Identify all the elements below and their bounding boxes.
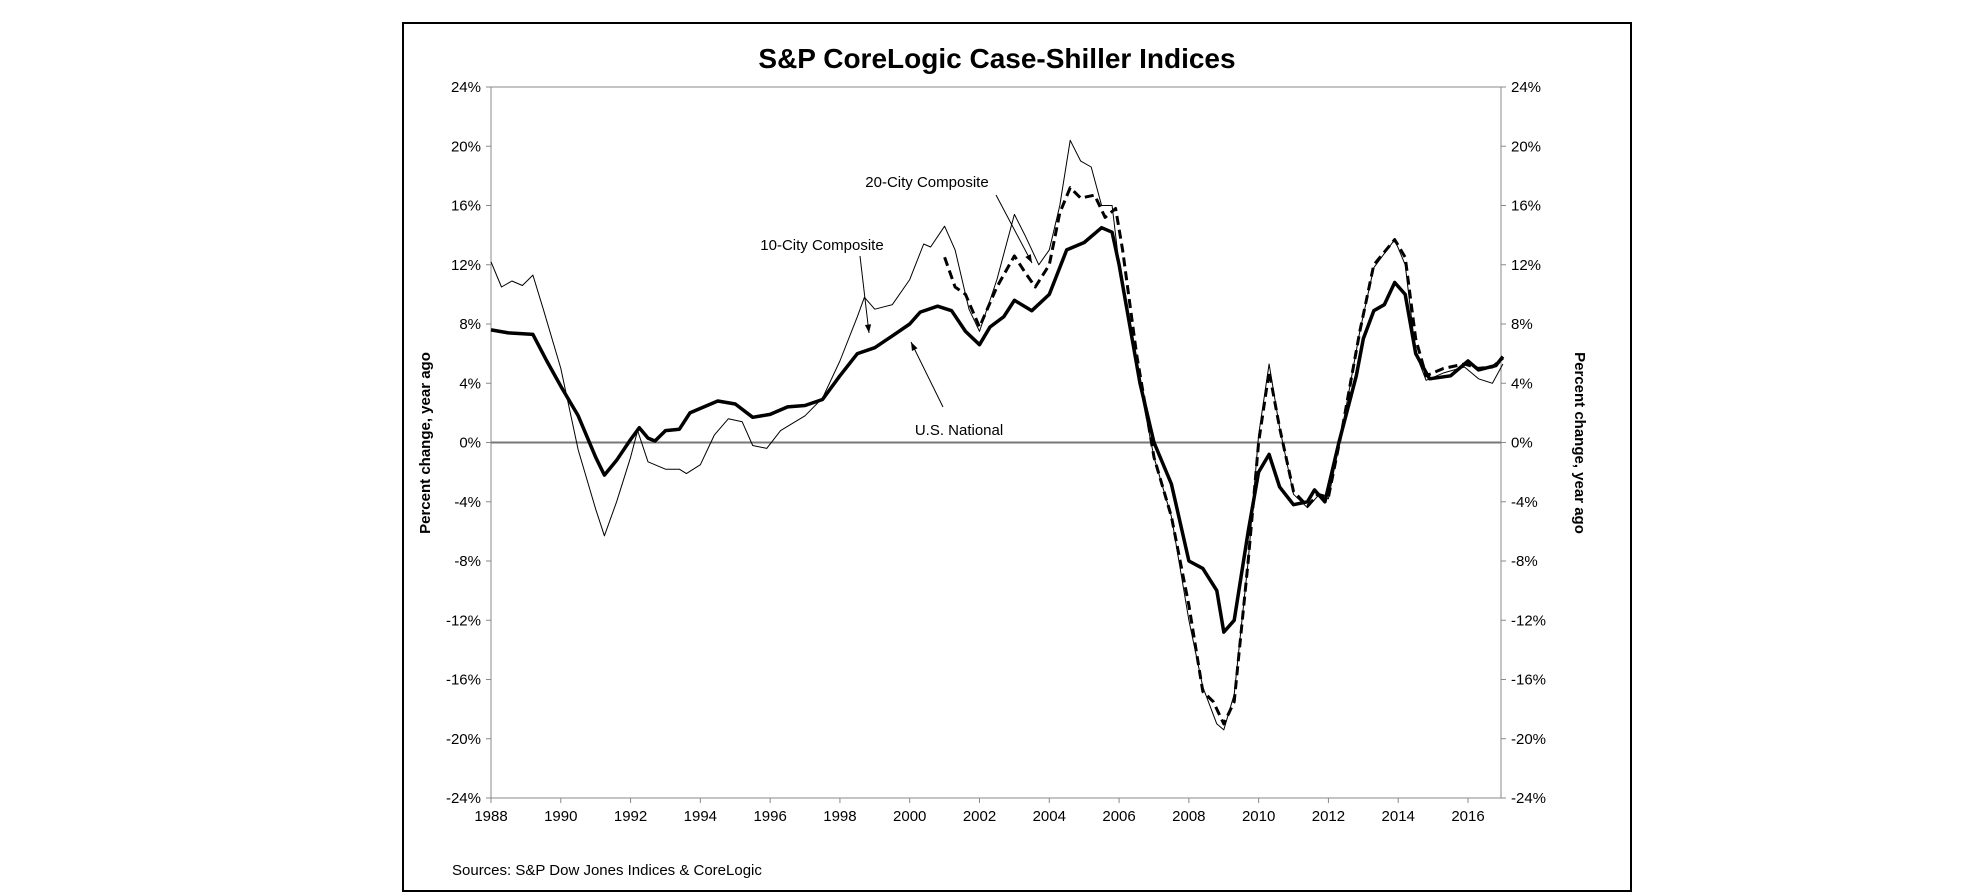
x-tick-label: 1994 (684, 808, 717, 825)
y-tick-label-right: 4% (1511, 375, 1533, 392)
annotation-arrow (910, 341, 944, 408)
y-tick-label-left: -12% (446, 612, 481, 629)
y-tick-label-right: -4% (1511, 494, 1538, 511)
x-tick-label: 2010 (1242, 808, 1275, 825)
y-axis-label-right: Percent change, year ago (1571, 352, 1588, 534)
y-tick-label-right: -20% (1511, 731, 1546, 748)
y-tick-label-right: 8% (1511, 316, 1533, 333)
x-tick-label: 2004 (1033, 808, 1066, 825)
y-tick-label-left: 12% (451, 257, 481, 274)
y-tick-label-left: 16% (451, 198, 481, 215)
y-tick-label-left: 20% (451, 138, 481, 155)
y-tick-label-left: -8% (454, 553, 481, 570)
y-tick-label-right: -8% (1511, 553, 1538, 570)
arrowhead-icon (1025, 254, 1032, 263)
x-tick-label: 2006 (1102, 808, 1135, 825)
x-tick-label: 1988 (474, 808, 507, 825)
y-tick-label-right: 24% (1511, 79, 1541, 96)
y-tick-label-right: 12% (1511, 257, 1541, 274)
annotation-label: 10-City Composite (760, 237, 883, 254)
annotation-arrow (859, 255, 870, 334)
y-axis-label-left: Percent change, year ago (417, 352, 434, 534)
y-tick-label-left: 0% (459, 435, 481, 452)
x-tick-label: 1996 (753, 808, 786, 825)
x-tick-label: 2000 (893, 808, 926, 825)
y-tick-label-left: -4% (454, 494, 481, 511)
annotation-label: U.S. National (915, 422, 1003, 439)
x-tick-label: 1992 (614, 808, 647, 825)
arrowhead-icon (864, 324, 872, 333)
y-tick-label-left: 4% (459, 375, 481, 392)
x-tick-label: 2002 (963, 808, 996, 825)
x-tick-label: 2008 (1172, 808, 1205, 825)
annotation-arrow (995, 194, 1033, 264)
y-tick-label-right: -24% (1511, 790, 1546, 807)
x-tick-label: 1990 (544, 808, 577, 825)
y-tick-label-left: -16% (446, 672, 481, 689)
series-u-s-national (490, 225, 1505, 634)
annotation-label: 20-City Composite (865, 174, 988, 191)
x-tick-label: 2014 (1382, 808, 1415, 825)
y-tick-label-right: 16% (1511, 198, 1541, 215)
y-tick-label-left: -20% (446, 731, 481, 748)
x-tick-label: 2012 (1312, 808, 1345, 825)
y-tick-label-right: 0% (1511, 435, 1533, 452)
y-tick-label-left: 24% (451, 79, 481, 96)
y-tick-label-right: 20% (1511, 138, 1541, 155)
x-tick-label: 1998 (823, 808, 856, 825)
y-tick-label-left: -24% (446, 790, 481, 807)
y-tick-label-right: -16% (1511, 672, 1546, 689)
arrowhead-icon (911, 342, 918, 351)
y-tick-label-left: 8% (459, 316, 481, 333)
y-tick-label-right: -12% (1511, 612, 1546, 629)
x-tick-label: 2016 (1451, 808, 1484, 825)
chart-title: S&P CoreLogic Case-Shiller Indices (758, 43, 1235, 74)
series-20-city-composite (943, 186, 1504, 726)
source-note: Sources: S&P Dow Jones Indices & CoreLog… (452, 862, 762, 879)
